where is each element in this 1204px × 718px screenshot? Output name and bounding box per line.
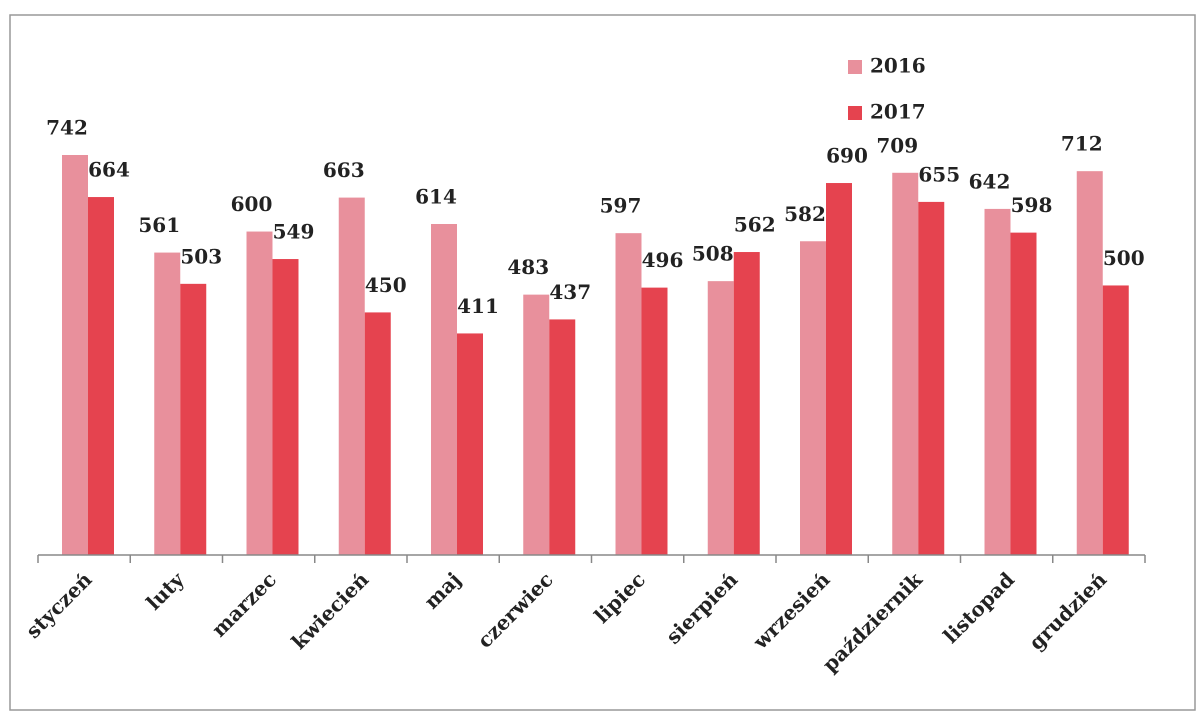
bar [1010,232,1037,555]
value-label: 712 [1061,132,1103,156]
bar [918,201,945,555]
bar [457,333,483,555]
value-label: 549 [273,220,315,244]
bar [641,287,668,555]
value-label: 437 [549,280,591,304]
bar [62,155,88,555]
value-label: 664 [88,158,130,182]
bar [549,319,576,555]
bar [180,283,207,555]
bar [88,197,114,555]
value-label: 742 [46,116,88,140]
value-label: 508 [692,242,734,266]
value-label: 562 [734,213,776,237]
value-label: 600 [231,192,273,216]
bar [272,259,299,555]
value-label: 690 [826,144,868,168]
bar [338,197,365,556]
value-label: 597 [600,194,642,218]
value-label: 450 [365,273,407,297]
bar [826,183,852,555]
legend-swatch [848,60,862,74]
bar [431,224,457,556]
value-label: 709 [876,133,918,157]
value-label: 561 [138,213,180,237]
legend-swatch [848,106,862,120]
value-label: 655 [918,162,960,186]
bar [523,294,550,555]
bar [800,241,826,556]
value-label: 582 [784,202,826,226]
bar [733,252,760,555]
bar [364,312,391,555]
bar [615,233,642,555]
value-label: 642 [969,169,1011,193]
bar [984,208,1011,555]
legend-label: 2017 [870,100,926,124]
value-label: 483 [507,255,549,279]
legend-label: 2016 [870,54,926,78]
bar [1076,171,1103,556]
value-label: 663 [323,158,365,182]
value-label: 496 [642,248,684,272]
bar [892,172,919,555]
value-label: 500 [1103,246,1145,270]
value-label: 598 [1011,193,1053,217]
bar [246,231,273,555]
value-label: 411 [457,294,499,318]
value-label: 614 [415,185,457,209]
bar [707,281,734,555]
bar [154,252,181,555]
value-label: 503 [180,244,222,268]
bar [1102,285,1129,555]
